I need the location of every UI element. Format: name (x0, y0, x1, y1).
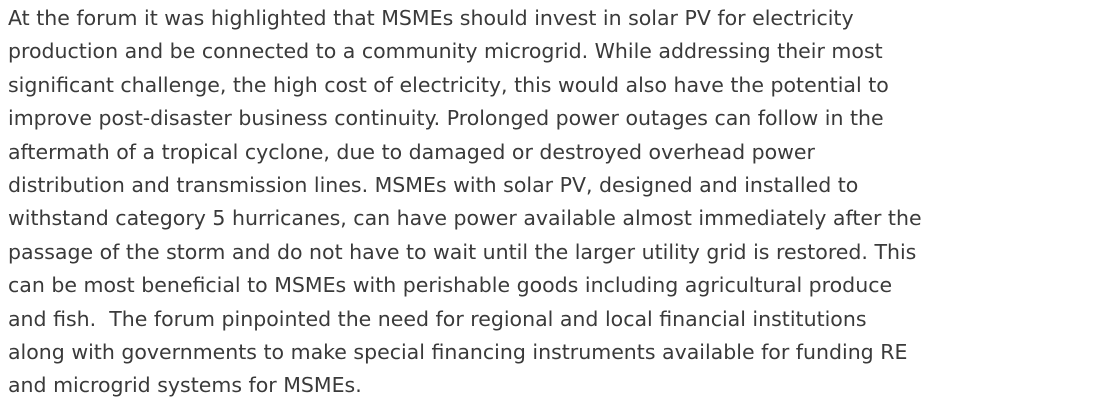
text-line: along with governments to make special f… (8, 340, 908, 365)
text-line: distribution and transmission lines. MSM… (8, 173, 859, 198)
text-line: aftermath of a tropical cyclone, due to … (8, 139, 815, 164)
text-line: and fish. The forum pinpointed the need … (8, 306, 867, 331)
text-line: improve post-disaster business continuit… (8, 106, 884, 131)
text-line: can be most beneficial to MSMEs with per… (8, 273, 893, 298)
text-line: withstand category 5 hurricanes, can hav… (8, 206, 922, 231)
text-line: significant challenge, the high cost of … (8, 72, 889, 97)
text-line: and microgrid systems for MSMEs. (8, 373, 362, 398)
text-line: passage of the storm and do not have to … (8, 239, 917, 264)
text-line: At the forum it was highlighted that MSM… (8, 6, 854, 30)
text-line: production and be connected to a communi… (8, 39, 883, 64)
